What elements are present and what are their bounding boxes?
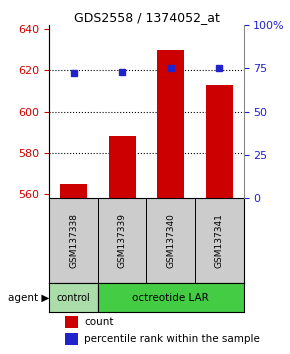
Text: GSM137341: GSM137341 [215,213,224,268]
Bar [157,50,184,198]
Text: GSM137339: GSM137339 [118,213,127,268]
Text: GSM137338: GSM137338 [69,213,78,268]
Text: control: control [57,293,90,303]
Bar [109,136,135,198]
Text: percentile rank within the sample: percentile rank within the sample [84,334,260,344]
Title: GDS2558 / 1374052_at: GDS2558 / 1374052_at [73,11,220,24]
Bar [60,184,87,198]
Bar [206,85,233,198]
Bar [65,316,78,328]
Text: count: count [84,317,114,327]
Text: agent ▶: agent ▶ [8,293,49,303]
Bar [65,333,78,345]
Text: GSM137340: GSM137340 [166,213,175,268]
Text: octreotide LAR: octreotide LAR [132,293,209,303]
